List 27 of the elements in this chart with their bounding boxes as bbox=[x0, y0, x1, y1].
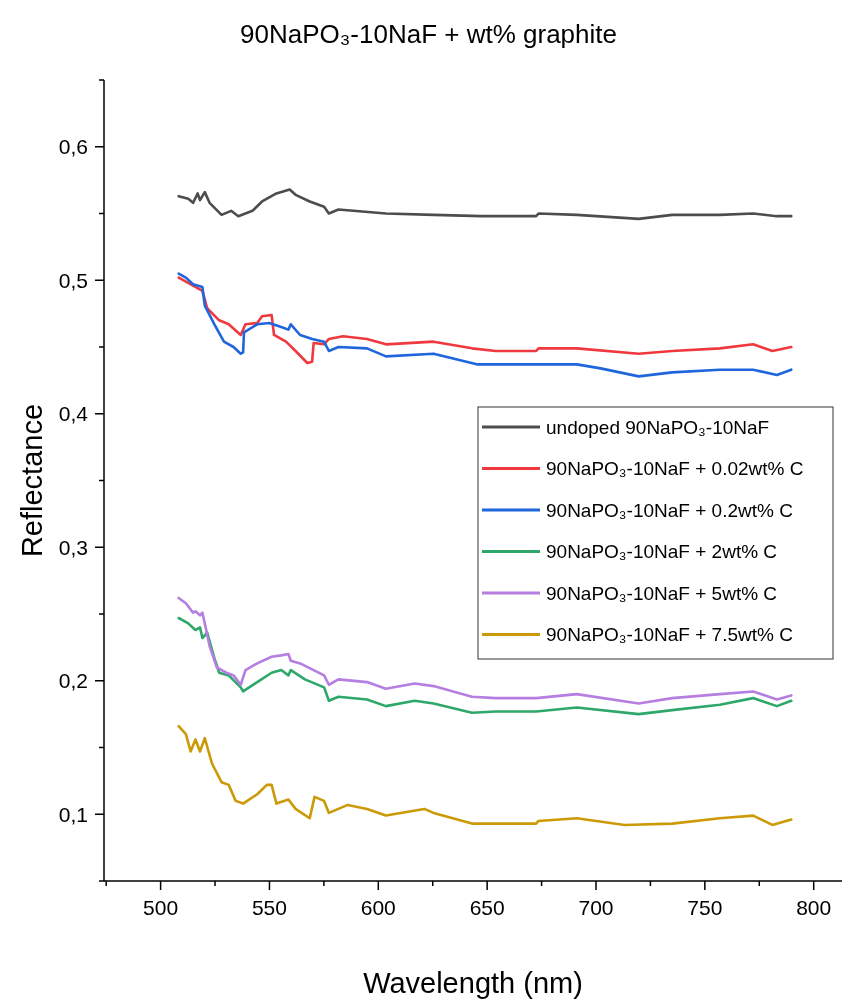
x-tick-label: 750 bbox=[687, 896, 723, 919]
y-tick-label: 0,2 bbox=[58, 669, 88, 693]
y-tick-label: 0,3 bbox=[58, 535, 88, 559]
x-tick-label: 800 bbox=[796, 896, 832, 919]
chart-title: 90NaPO₃-10NaF + wt% graphite bbox=[240, 19, 617, 49]
line-series bbox=[177, 616, 793, 716]
y-tick-label: 0,6 bbox=[58, 135, 88, 159]
legend-label: 90NaPO₃-10NaF + 0.2wt% C bbox=[546, 499, 793, 521]
line-series bbox=[177, 276, 793, 365]
line-series bbox=[177, 188, 793, 221]
y-tick-label: 0,5 bbox=[58, 268, 88, 292]
x-tick-label: 600 bbox=[360, 896, 396, 919]
legend-label: 90NaPO₃-10NaF + 5wt% C bbox=[546, 582, 778, 604]
y-axis-title: Reflectance bbox=[16, 403, 48, 558]
x-axis-title: Wavelength (nm) bbox=[363, 967, 583, 999]
line-series bbox=[177, 724, 793, 827]
legend-label: 90NaPO₃-10NaF + 2wt% C bbox=[546, 541, 778, 563]
legend-label: undoped 90NaPO₃-10NaF bbox=[546, 416, 770, 438]
y-tick-label: 0,1 bbox=[58, 802, 88, 826]
x-tick-label: 550 bbox=[251, 896, 287, 919]
legend-label: 90NaPO₃-10NaF + 0.02wt% C bbox=[546, 458, 804, 480]
line-series bbox=[177, 272, 793, 378]
y-tick-label: 0,4 bbox=[58, 402, 89, 426]
x-tick-label: 650 bbox=[469, 896, 505, 919]
legend-label: 90NaPO₃-10NaF + 7.5wt% C bbox=[546, 624, 793, 646]
x-tick-label: 700 bbox=[578, 896, 614, 919]
x-tick-label: 500 bbox=[143, 896, 179, 919]
